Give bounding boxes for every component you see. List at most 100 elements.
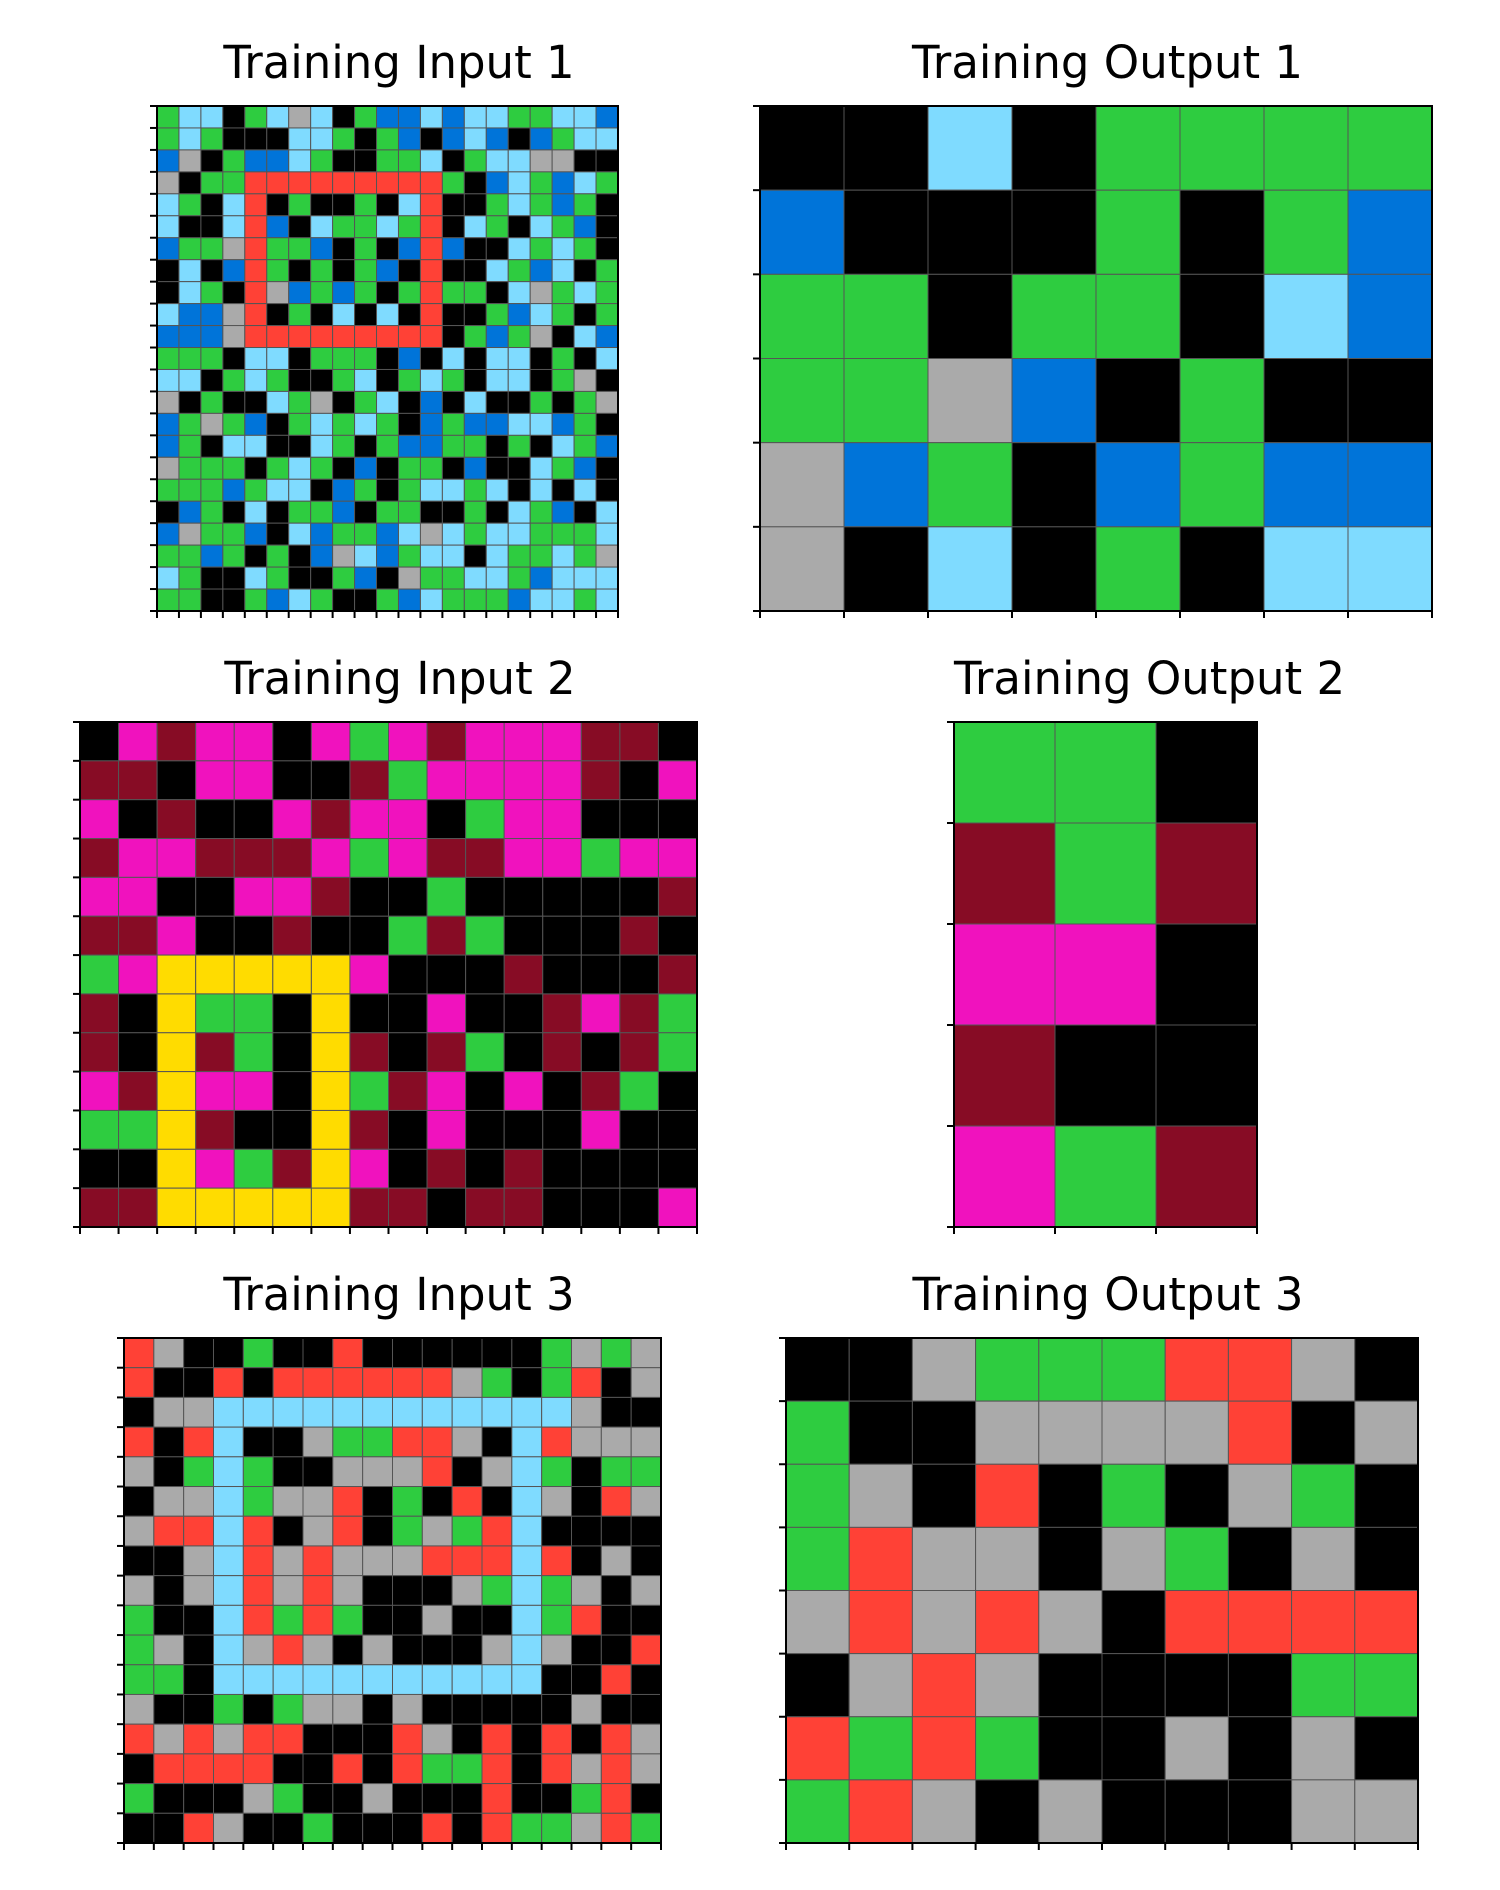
grid-cell (213, 1456, 244, 1488)
grid-cell (573, 127, 597, 151)
grid-training-input-3 (117, 1337, 662, 1850)
grid-cell (288, 434, 312, 458)
grid-cell (349, 915, 389, 956)
grid-cell (272, 954, 312, 995)
grid-cell (511, 1426, 543, 1458)
grid-cell (573, 149, 597, 173)
grid-cell (332, 1783, 364, 1814)
grid-cell (1164, 1716, 1229, 1781)
grid-cell (580, 1148, 621, 1189)
grid-cell (1164, 1653, 1229, 1718)
grid-cell (848, 1653, 913, 1718)
grid-cell (580, 915, 621, 956)
grid-cell (1179, 526, 1265, 612)
grid-cell (485, 478, 509, 502)
grid-cell (465, 838, 505, 878)
grid-cell (288, 215, 312, 239)
grid-cell (79, 1148, 120, 1189)
grid-cell (388, 1071, 428, 1111)
grid-cell (118, 1071, 158, 1111)
grid-cell (397, 368, 421, 392)
grid-cell (419, 105, 443, 129)
grid-cell (397, 588, 421, 612)
grid-cell (451, 1575, 483, 1606)
grid-cell (302, 1337, 334, 1369)
grid-cell (156, 193, 180, 217)
grid-cell (222, 281, 246, 305)
grid-cell (571, 1545, 602, 1577)
grid-cell (419, 325, 443, 349)
grid-cell (595, 368, 619, 392)
grid-cell (426, 1032, 467, 1073)
grid-cell (1101, 1716, 1166, 1781)
grid-cell (266, 390, 290, 414)
grid-cell (156, 799, 197, 840)
grid-cell (332, 171, 356, 195)
grid-cell (529, 303, 553, 327)
grid-cell (573, 390, 597, 414)
grid-cell (511, 1812, 543, 1844)
grid-cell (551, 193, 575, 217)
grid-cell (288, 588, 312, 612)
grid-cell (657, 993, 698, 1034)
grid-cell (244, 237, 268, 261)
grid-cell (1011, 273, 1097, 359)
grid-cell (571, 1367, 602, 1398)
grid-cell (200, 347, 224, 370)
grid-cell (266, 478, 290, 502)
grid-cell (272, 721, 312, 762)
grid-cell (657, 799, 698, 840)
grid-cell (156, 456, 180, 480)
grid-cell (213, 1367, 244, 1398)
grid-cell (288, 149, 312, 173)
grid-cell (419, 215, 443, 239)
grid-cell (195, 760, 235, 801)
grid-cell (242, 1456, 274, 1488)
grid-cell (123, 1812, 155, 1844)
grid-cell (310, 149, 334, 173)
grid-cell (1354, 1337, 1419, 1402)
grid-cell (630, 1337, 662, 1369)
grid-cell (421, 1634, 453, 1666)
grid-cell (541, 1337, 572, 1369)
grid-cell (485, 500, 509, 524)
grid-cell (362, 1367, 394, 1398)
grid-cell (272, 1515, 304, 1547)
grid-cell (463, 390, 487, 414)
grid-cell (392, 1367, 423, 1398)
grid-cell (551, 171, 575, 195)
grid-cell (302, 1604, 334, 1636)
grid-cell (463, 544, 487, 568)
grid-cell (1291, 1590, 1356, 1655)
grid-cell (1354, 1526, 1419, 1591)
grid-cell (222, 303, 246, 327)
grid-cell (332, 1664, 364, 1695)
grid-cell (1227, 1463, 1293, 1528)
grid-cell (1291, 1400, 1356, 1465)
grid-cell (580, 954, 621, 995)
grid-cell (485, 303, 509, 327)
grid-cell (529, 193, 553, 217)
grid-cell (156, 500, 180, 524)
grid-cell (302, 1515, 334, 1547)
grid-cell (156, 303, 180, 327)
grid-cell (288, 544, 312, 568)
grid-cell (200, 127, 224, 151)
grid-cell (511, 1515, 543, 1547)
grid-cell (595, 522, 619, 546)
grid-cell (759, 273, 845, 359)
grid-cell (354, 456, 378, 480)
grid-cell (481, 1456, 513, 1488)
grid-cell (332, 412, 356, 436)
grid-cell (953, 822, 1056, 925)
grid-cell (595, 544, 619, 568)
grid-cell (463, 522, 487, 546)
grid-training-input-1 (150, 105, 619, 618)
grid-cell (332, 1723, 364, 1755)
grid-cell (451, 1664, 483, 1695)
grid-cell (244, 566, 268, 590)
grid-cell (426, 1148, 467, 1189)
grid-cell (911, 1400, 977, 1465)
grid-cell (213, 1812, 244, 1844)
grid-cell (200, 149, 224, 173)
